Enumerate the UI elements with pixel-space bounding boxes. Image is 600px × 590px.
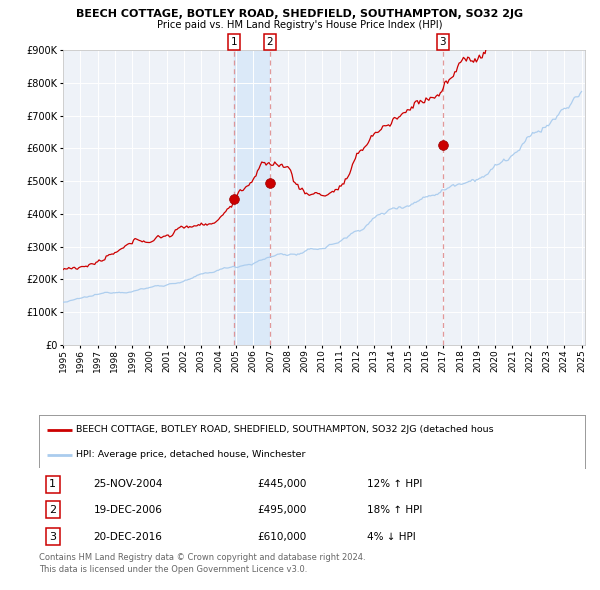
- Text: 20-DEC-2016: 20-DEC-2016: [94, 532, 163, 542]
- Text: 3: 3: [439, 37, 446, 47]
- Bar: [234, 50, 270, 345]
- Text: 1: 1: [49, 479, 56, 489]
- Text: 1: 1: [231, 37, 238, 47]
- Text: 4% ↓ HPI: 4% ↓ HPI: [367, 532, 415, 542]
- Text: This data is licensed under the Open Government Licence v3.0.: This data is licensed under the Open Gov…: [39, 565, 307, 574]
- Text: HPI: Average price, detached house, Winchester: HPI: Average price, detached house, Winc…: [76, 450, 305, 459]
- Text: 12% ↑ HPI: 12% ↑ HPI: [367, 479, 422, 489]
- Text: 2: 2: [49, 505, 56, 514]
- Text: 25-NOV-2004: 25-NOV-2004: [94, 479, 163, 489]
- Text: 2: 2: [266, 37, 273, 47]
- Text: BEECH COTTAGE, BOTLEY ROAD, SHEDFIELD, SOUTHAMPTON, SO32 2JG: BEECH COTTAGE, BOTLEY ROAD, SHEDFIELD, S…: [76, 9, 524, 19]
- Text: 3: 3: [49, 532, 56, 542]
- Text: £445,000: £445,000: [257, 479, 307, 489]
- Text: Contains HM Land Registry data © Crown copyright and database right 2024.: Contains HM Land Registry data © Crown c…: [39, 553, 365, 562]
- Text: £495,000: £495,000: [257, 505, 307, 514]
- Text: Price paid vs. HM Land Registry's House Price Index (HPI): Price paid vs. HM Land Registry's House …: [157, 20, 443, 30]
- Text: 19-DEC-2006: 19-DEC-2006: [94, 505, 163, 514]
- Text: £610,000: £610,000: [257, 532, 307, 542]
- Text: 18% ↑ HPI: 18% ↑ HPI: [367, 505, 422, 514]
- Text: BEECH COTTAGE, BOTLEY ROAD, SHEDFIELD, SOUTHAMPTON, SO32 2JG (detached hous: BEECH COTTAGE, BOTLEY ROAD, SHEDFIELD, S…: [76, 425, 494, 434]
